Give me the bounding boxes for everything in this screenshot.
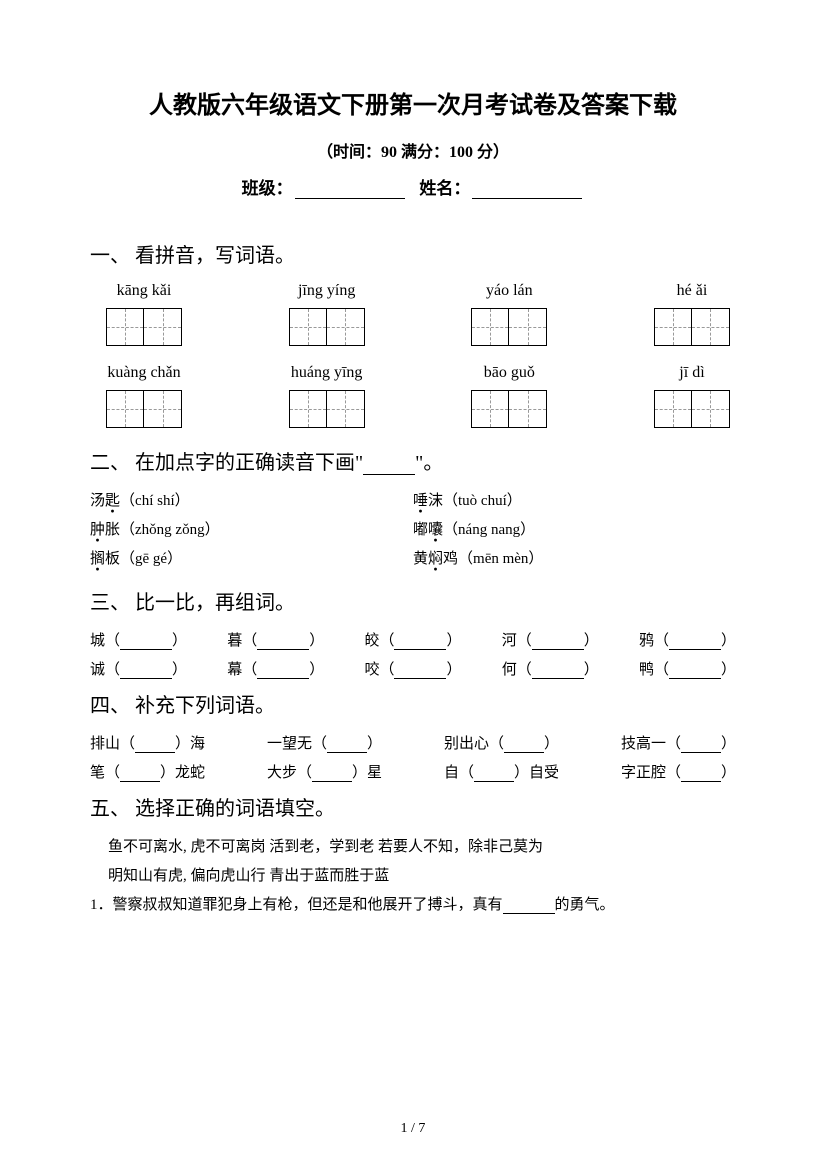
compare-word: 诚（） (90, 658, 187, 679)
section-4-row-2: 笔（）龙蛇 大步（）星 自（）自受 字正腔（） (90, 761, 736, 782)
class-label: 班级： (242, 179, 293, 198)
idiom-item: 技高一（） (621, 732, 736, 753)
section-2-head: 二、 在加点字的正确读音下画" "。 (90, 446, 736, 475)
tianzige[interactable] (471, 390, 547, 428)
pronunciation-item: 黄焖鸡（mēn mèn） (413, 547, 736, 568)
answer-blank[interactable] (120, 664, 172, 679)
compare-word: 鸭（） (639, 658, 736, 679)
pinyin-label: jīng yíng (298, 282, 355, 302)
answer-blank[interactable] (681, 767, 721, 782)
answer-blank[interactable] (669, 664, 721, 679)
question-1-b: 的勇气。 (555, 897, 615, 913)
section-1-head: 一、 看拼音，写词语。 (90, 239, 736, 268)
idiom-item: 大步（）星 (267, 761, 382, 782)
compare-word: 河（） (502, 629, 599, 650)
section-3-row-2: 诚（） 幕（） 咬（） 何（） 鸭（） (90, 658, 736, 679)
compare-word: 咬（） (364, 658, 461, 679)
answer-blank[interactable] (312, 767, 352, 782)
idiom-item: 别出心（） (444, 732, 559, 753)
word-bank-1: 鱼不可离水, 虎不可离岗 活到老，学到老 若要人不知，除非己莫为 (90, 835, 736, 856)
pinyin-label: kāng kǎi (117, 282, 172, 302)
tianzige[interactable] (654, 308, 730, 346)
tianzige[interactable] (289, 308, 365, 346)
answer-blank[interactable] (120, 767, 160, 782)
answer-blank[interactable] (681, 738, 721, 753)
question-1-a: 1．警察叔叔知道罪犯身上有枪，但还是和他展开了搏斗，真有 (90, 897, 503, 913)
question-1: 1．警察叔叔知道罪犯身上有枪，但还是和他展开了搏斗，真有 的勇气。 (90, 893, 736, 914)
section-4-row-1: 排山（）海 一望无（） 别出心（） 技高一（） (90, 732, 736, 753)
compare-word: 暮（） (227, 629, 324, 650)
pronunciation-item: 唾沫（tuò chuí） (413, 489, 736, 510)
pinyin-row-1: kāng kǎi jīng yíng yáo lán hé ǎi (90, 282, 736, 346)
answer-blank[interactable] (394, 635, 446, 650)
page-footer: 1 / 7 (0, 1121, 826, 1137)
idiom-item: 一望无（） (267, 732, 382, 753)
answer-blank[interactable] (669, 635, 721, 650)
compare-word: 何（） (502, 658, 599, 679)
pinyin-label: kuàng chǎn (107, 364, 180, 384)
idiom-item: 排山（）海 (90, 732, 205, 753)
answer-blank[interactable] (504, 738, 544, 753)
compare-word: 鸦（） (639, 629, 736, 650)
tianzige[interactable] (106, 308, 182, 346)
word-bank-2: 明知山有虎, 偏向虎山行 青出于蓝而胜于蓝 (90, 864, 736, 885)
answer-blank[interactable] (257, 635, 309, 650)
tianzige[interactable] (654, 390, 730, 428)
answer-blank[interactable] (327, 738, 367, 753)
idiom-item: 笔（）龙蛇 (90, 761, 205, 782)
section-2-body: 汤匙（chí shí）唾沫（tuò chuí）肿胀（zhǒng zǒng）嘟囔（… (90, 489, 736, 576)
pinyin-label: hé ǎi (677, 282, 708, 302)
pinyin-label: jī dì (679, 364, 704, 384)
pinyin-label: huáng yīng (291, 364, 363, 384)
tianzige[interactable] (106, 390, 182, 428)
student-info: 班级： 姓名： (90, 174, 736, 199)
pronunciation-item: 搁板（gē gé） (90, 547, 413, 568)
compare-word: 皎（） (364, 629, 461, 650)
tianzige[interactable] (471, 308, 547, 346)
answer-blank[interactable] (474, 767, 514, 782)
name-blank[interactable] (472, 182, 582, 199)
pronunciation-item: 嘟囔（náng nang） (413, 518, 736, 539)
section-5-head: 五、 选择正确的词语填空。 (90, 792, 736, 821)
section-3-head: 三、 比一比，再组词。 (90, 586, 736, 615)
section-2-head-post: "。 (415, 452, 443, 474)
exam-meta: （时间：90 满分：100 分） (90, 138, 736, 162)
compare-word: 城（） (90, 629, 187, 650)
underline-mark (363, 455, 415, 475)
compare-word: 幕（） (227, 658, 324, 679)
answer-blank[interactable] (532, 664, 584, 679)
page-title: 人教版六年级语文下册第一次月考试卷及答案下载 (90, 85, 736, 120)
idiom-item: 字正腔（） (621, 761, 736, 782)
answer-blank[interactable] (135, 738, 175, 753)
pinyin-label: bāo guǒ (484, 364, 535, 384)
pronunciation-item: 肿胀（zhǒng zǒng） (90, 518, 413, 539)
idiom-item: 自（）自受 (444, 761, 559, 782)
section-3-row-1: 城（） 暮（） 皎（） 河（） 鸦（） (90, 629, 736, 650)
section-2-head-pre: 二、 在加点字的正确读音下画" (90, 452, 363, 474)
tianzige[interactable] (289, 390, 365, 428)
pronunciation-item: 汤匙（chí shí） (90, 489, 413, 510)
pinyin-row-2: kuàng chǎn huáng yīng bāo guǒ jī dì (90, 364, 736, 428)
class-blank[interactable] (295, 182, 405, 199)
answer-blank[interactable] (532, 635, 584, 650)
section-4-head: 四、 补充下列词语。 (90, 689, 736, 718)
answer-blank[interactable] (503, 899, 555, 914)
answer-blank[interactable] (257, 664, 309, 679)
pinyin-label: yáo lán (486, 282, 533, 302)
name-label: 姓名： (419, 179, 470, 198)
answer-blank[interactable] (120, 635, 172, 650)
answer-blank[interactable] (394, 664, 446, 679)
